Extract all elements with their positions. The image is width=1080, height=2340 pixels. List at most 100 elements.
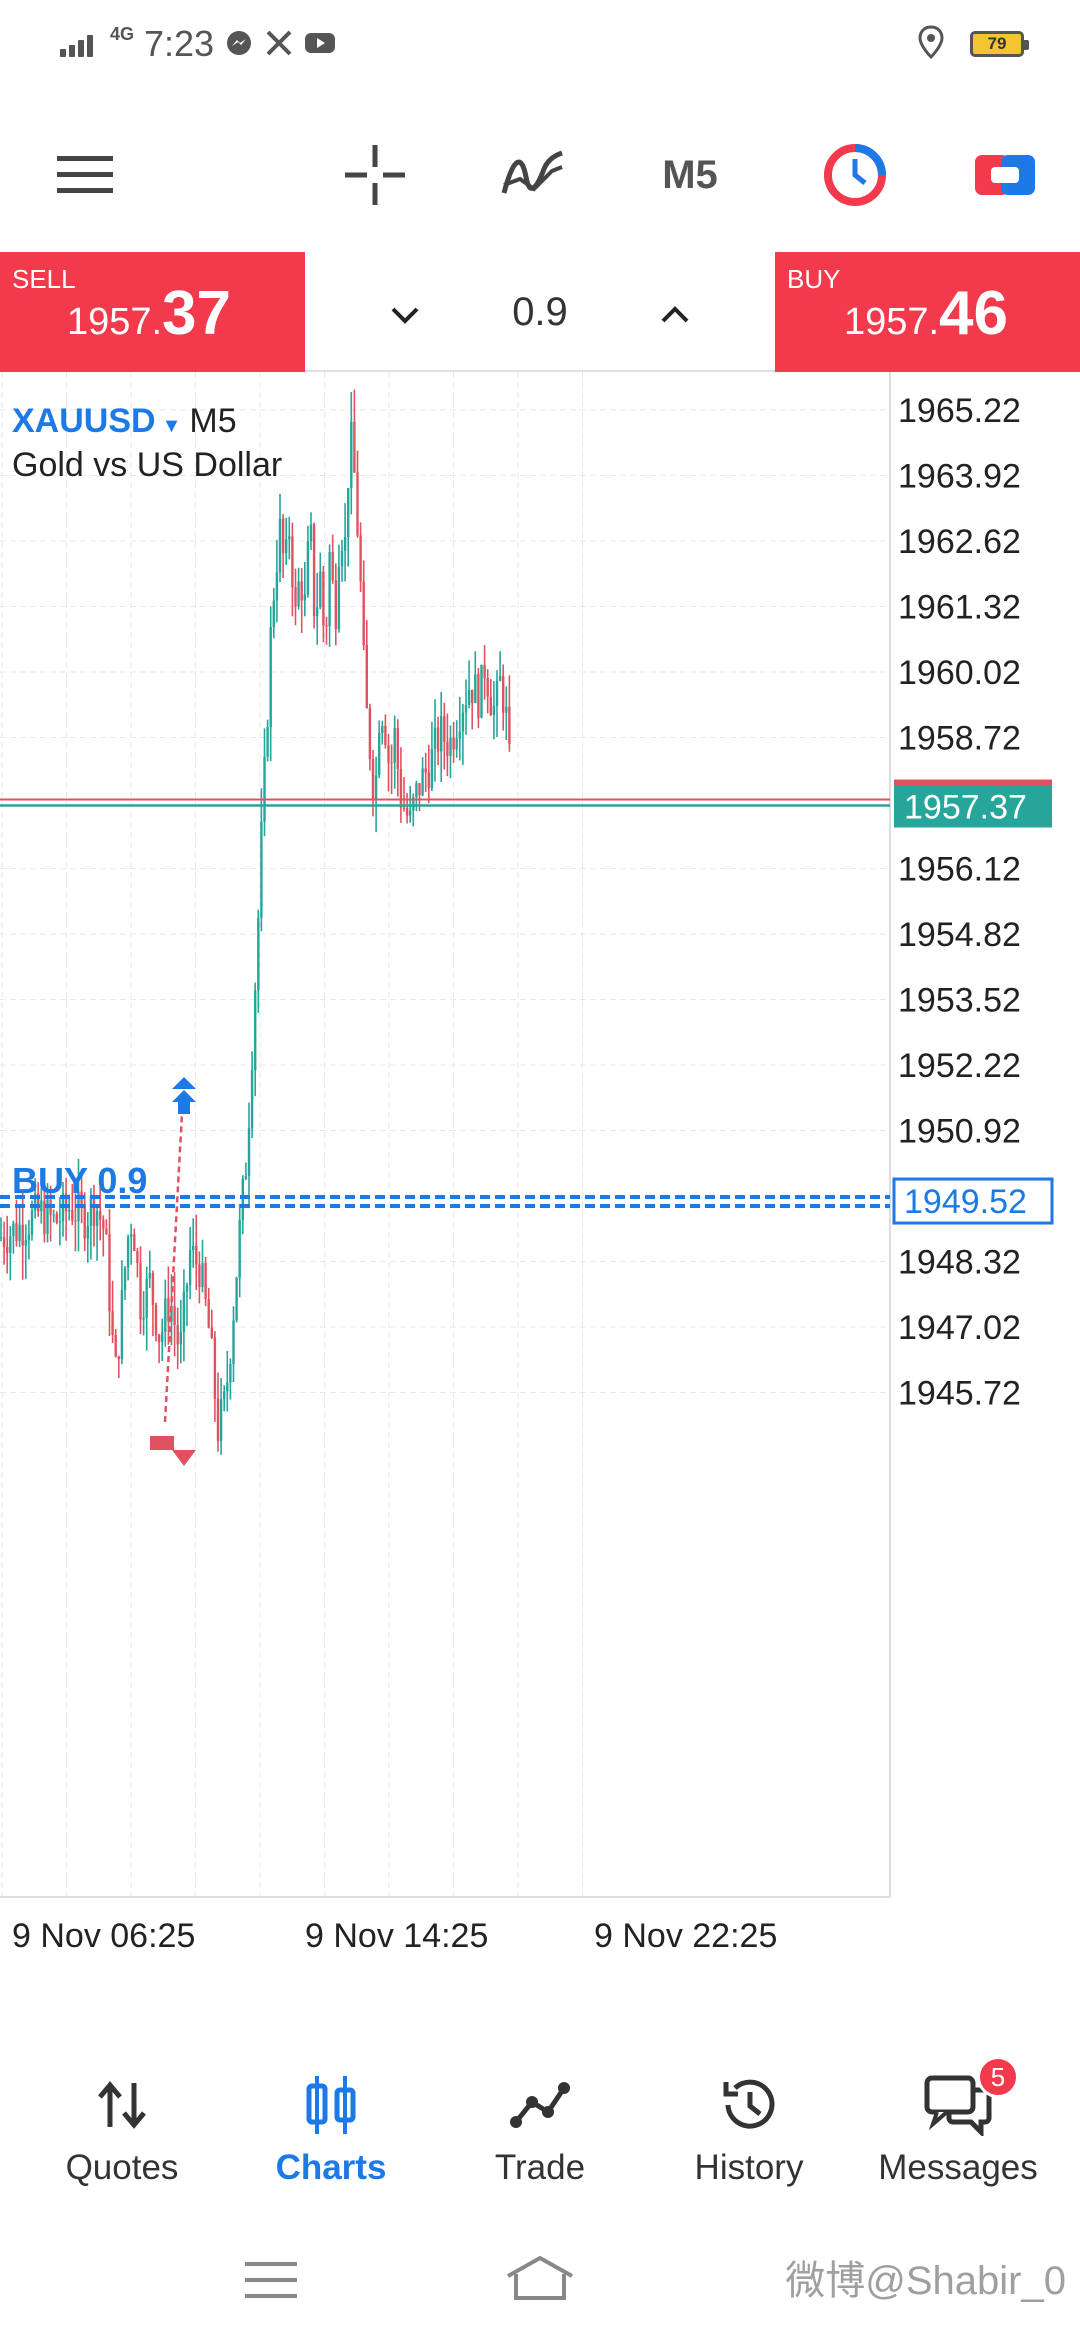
candle-body-bear: [418, 783, 421, 796]
candle-body-bull: [192, 1245, 195, 1251]
candle-body-bear: [133, 1234, 136, 1251]
x-icon: [264, 29, 294, 59]
candle-body-bull: [12, 1223, 15, 1237]
price-axis-label: 1948.32: [898, 1244, 1021, 1282]
price-axis-label: 1963.92: [898, 458, 1021, 496]
trade-icon: [510, 2082, 570, 2128]
candle-body-bull: [430, 748, 434, 789]
trade-panel-button[interactable]: [950, 100, 1060, 250]
candle-body-bull: [316, 607, 319, 617]
candle-body-bear: [427, 772, 430, 789]
nav-charts[interactable]: Charts: [226, 2030, 436, 2220]
candle-body-bull: [161, 1331, 164, 1342]
one-click-trading-button[interactable]: [800, 100, 910, 250]
candle-body-bear: [195, 1245, 198, 1265]
buy-button[interactable]: BUY 1957. 46: [775, 252, 1080, 372]
candle-body-bull: [244, 1176, 248, 1179]
volume-increase-button[interactable]: [645, 290, 705, 335]
crosshair-button[interactable]: [320, 100, 430, 250]
symbol-header[interactable]: XAUUSD ▼ M5: [12, 402, 237, 441]
bottom-navigation: Quotes Charts Trade History 5 Messages: [0, 2030, 1080, 2220]
chart-canvas[interactable]: 1965.22 1963.92 1962.62 1961.32 1960.02 1958.…: [0, 372, 1080, 1972]
candle-body-bear: [396, 728, 399, 769]
candle-body-bull: [272, 600, 275, 628]
candle-body-bear: [213, 1337, 217, 1399]
candle-body-bear: [390, 762, 393, 764]
home-button[interactable]: [504, 2254, 576, 2307]
candle-body-bull: [498, 675, 502, 681]
candle-body-bull: [297, 581, 300, 607]
nav-messages[interactable]: 5 Messages: [853, 2030, 1063, 2220]
candle-body-bull: [185, 1285, 189, 1292]
messages-badge: 5: [977, 2056, 1019, 2098]
sell-button[interactable]: SELL 1957. 37: [0, 252, 305, 372]
price-axis-label: 1953.52: [898, 982, 1021, 1020]
candle-body-bear: [362, 581, 365, 646]
candle-body-bull: [170, 1306, 173, 1322]
nav-trade[interactable]: Trade: [435, 2030, 645, 2220]
price-chart[interactable]: 1965.22 1963.92 1962.62 1961.32 1960.02 1958.…: [0, 372, 1080, 1972]
candle-body-bear: [210, 1327, 213, 1338]
candle-body-bull: [415, 783, 418, 798]
volume-decrease-button[interactable]: [375, 290, 435, 335]
candle-body-bear: [334, 580, 337, 630]
candle-body-bull: [393, 728, 396, 763]
buy-arrow-icon-2: [172, 1077, 196, 1089]
price-axis-label: 1960.02: [898, 654, 1021, 692]
candle-body-bull: [254, 990, 257, 1071]
symbol-dropdown-icon: ▼: [161, 415, 182, 437]
chart-toolbar: M5: [0, 100, 1080, 250]
candle-body-bear: [359, 535, 362, 582]
candle-body-bull: [86, 1225, 89, 1239]
recent-apps-button[interactable]: [245, 2260, 297, 2305]
candle-body-bear: [502, 675, 505, 713]
candle-body-bear: [151, 1273, 155, 1306]
menu-button[interactable]: [30, 100, 140, 250]
order-text: BUY 0.9: [12, 1160, 147, 1201]
candle-body-bear: [198, 1264, 201, 1287]
sell-price: 1957. 37: [66, 279, 231, 348]
volume-value[interactable]: 0.9: [512, 289, 568, 334]
candle-body-bear: [55, 1214, 58, 1223]
clock: 7:23: [144, 23, 215, 64]
candle-body-bull: [381, 725, 384, 733]
nav-quotes[interactable]: Quotes: [17, 2030, 227, 2220]
candle-body-bear: [117, 1356, 120, 1360]
candle-body-bull: [421, 768, 424, 796]
candle-body-bear: [300, 581, 303, 601]
candle-body-bull: [223, 1391, 226, 1400]
candle-body-bear: [154, 1305, 158, 1335]
candle-body-bear: [99, 1211, 102, 1220]
candle-body-bear: [477, 674, 480, 718]
candle-body-bear: [108, 1234, 111, 1312]
candle-body-bear: [157, 1334, 161, 1342]
candle-body-bull: [250, 1070, 254, 1129]
home-icon: [507, 2255, 573, 2300]
candle-body-bull: [505, 706, 508, 713]
candle-body-bear: [207, 1299, 210, 1328]
timeframe-button[interactable]: M5: [640, 100, 740, 250]
candle-body-bear: [294, 587, 297, 607]
candle-body-bull: [164, 1298, 167, 1332]
candle-body-bull: [142, 1317, 145, 1320]
location-icon: [918, 24, 944, 64]
volume-selector: 0.9: [305, 252, 775, 372]
nav-history[interactable]: History: [644, 2030, 854, 2220]
candle-body-bull: [247, 1128, 251, 1177]
sell-arrow-icon: [172, 1450, 196, 1466]
candle-body-bull: [33, 1193, 37, 1211]
candle-body-bear: [452, 737, 455, 750]
candle-body-bull: [464, 704, 468, 713]
price-axis-label: 1965.22: [898, 392, 1021, 430]
bid-price-label: 1957.37: [904, 789, 1027, 827]
chart-timeframe: M5: [189, 402, 237, 440]
candle-body-bear: [384, 725, 387, 745]
candle-body-bull: [260, 821, 263, 918]
time-axis-label: 9 Nov 06:25: [12, 1917, 195, 1955]
indicators-button[interactable]: [478, 100, 588, 250]
candle-body-bull: [18, 1224, 21, 1242]
battery-icon: 79: [970, 31, 1029, 57]
candle-body-bear: [443, 716, 446, 742]
price-axis-label: 1956.12: [898, 851, 1021, 889]
messenger-icon: [224, 29, 254, 59]
